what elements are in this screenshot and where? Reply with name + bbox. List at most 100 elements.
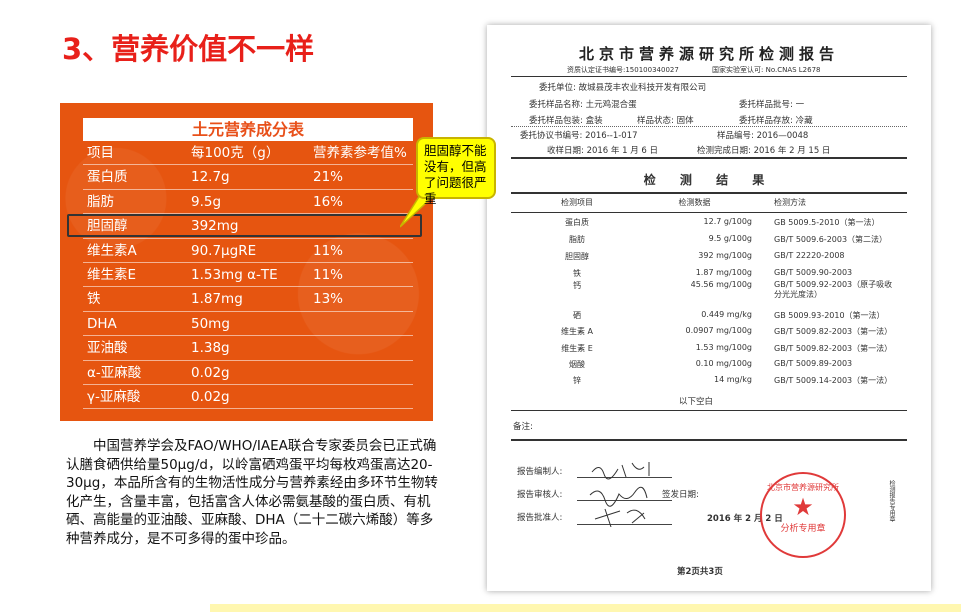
report-title: 北京市营养源研究所检测报告 bbox=[578, 45, 839, 63]
table-row: α-亚麻酸 0.02g bbox=[83, 361, 413, 385]
package: 委托样品包装: 盒装 bbox=[529, 116, 603, 126]
batch: 委托样品批号: 一 bbox=[739, 100, 805, 110]
result-row: 铁 1.87 mg/100g GB/T 5009.90-2003 bbox=[517, 268, 897, 279]
table-row: 脂肪 9.5g 16% bbox=[83, 190, 413, 215]
table-row: 维生素E 1.53mg α-TE 11% bbox=[83, 263, 413, 288]
sample-number: 样品编号: 2016—0048 bbox=[717, 131, 809, 141]
table-cell: 16% bbox=[313, 193, 344, 210]
compiler-label: 报告编制人: bbox=[517, 467, 563, 477]
result-row: 胆固醇 392 mg/100g GB/T 22220-2008 bbox=[517, 251, 897, 262]
table-cell: 392mg bbox=[191, 218, 239, 235]
table-cell: 蛋白质 bbox=[87, 169, 128, 186]
table-cell: 12.7g bbox=[191, 169, 230, 186]
result-cell: 维生素 A bbox=[560, 327, 593, 336]
result-cell: 0.0907 mg/100g bbox=[685, 326, 752, 335]
table-cell: 90.7μgRE bbox=[191, 242, 257, 259]
nutrition-table-title: 土元营养成分表 bbox=[83, 118, 413, 141]
signatures bbox=[589, 462, 650, 527]
result-cell: 1.53 mg/100g bbox=[695, 343, 752, 352]
result-cell: 硒 bbox=[573, 311, 581, 320]
table-row: 蛋白质 12.7g 21% bbox=[83, 165, 413, 190]
star-icon: ★ bbox=[792, 493, 814, 521]
table-cell: 维生素E bbox=[87, 266, 137, 283]
table-cell: 胆固醇 bbox=[87, 218, 128, 235]
header-cell: 项目 bbox=[87, 145, 114, 161]
table-cell: 亚油酸 bbox=[87, 340, 128, 357]
table-cell: 13% bbox=[313, 291, 344, 308]
table-cell: α-亚麻酸 bbox=[87, 364, 142, 381]
result-cell: 392 mg/100g bbox=[698, 251, 752, 260]
result-row: 硒 0.449 mg/kg GB 5009.93-2010（第一法） bbox=[517, 310, 897, 321]
result-cell: 胆固醇 bbox=[565, 252, 589, 261]
seal-subtext: 分析专用章 bbox=[780, 524, 826, 534]
side-note: 检测报告专用章 bbox=[888, 480, 895, 522]
table-cell: 1.87mg bbox=[191, 291, 243, 308]
description-paragraph: 中国营养学会及FAO/WHO/IAEA联合专家委员会已正式确认膳食硒供给量50μ… bbox=[66, 438, 438, 547]
cert-number: 资质认定证书编号:150100340027 bbox=[567, 66, 679, 74]
result-row: 蛋白质 12.7 g/100g GB 5009.5-2010（第一法） bbox=[517, 217, 897, 228]
table-cell: 维生素A bbox=[87, 242, 137, 259]
table-cell: 脂肪 bbox=[87, 193, 114, 210]
result-row: 维生素 A 0.0907 mg/100g GB/T 5009.82-2003（第一法… bbox=[517, 326, 897, 337]
result-cell: 1.87 mg/100g bbox=[695, 268, 752, 277]
seal-text: 北京市营养源研究所 bbox=[767, 483, 839, 492]
result-row: 维生素 E 1.53 mg/100g GB/T 5009.82-2003（第一法） bbox=[517, 343, 897, 354]
table-row: DHA 50mg bbox=[83, 312, 413, 337]
table-cell: DHA bbox=[87, 315, 117, 332]
result-cell: 0.449 mg/kg bbox=[701, 310, 752, 319]
client: 委托单位: 故城县茂丰农业科技开发有限公司 bbox=[539, 83, 707, 93]
page-number: 第2页共3页 bbox=[677, 567, 723, 577]
result-cell: 蛋白质 bbox=[565, 218, 589, 227]
test-report: 北京市营养源研究所检测报告 资质认定证书编号:150100340027 国家实验… bbox=[487, 25, 931, 591]
received-date: 收样日期: 2016 年 1 月 6 日 bbox=[547, 146, 659, 156]
result-cell: 0.10 mg/100g bbox=[695, 359, 752, 368]
result-row: 烟酸 0.10 mg/100g GB/T 5009.89-2003 bbox=[517, 359, 897, 370]
table-row: 亚油酸 1.38g bbox=[83, 336, 413, 361]
header-cell: 检测方法 bbox=[774, 198, 806, 207]
table-cell: 0.02g bbox=[191, 364, 230, 381]
cholesterol-highlight bbox=[67, 214, 422, 237]
result-cell: 钙 bbox=[573, 281, 581, 290]
table-cell bbox=[309, 361, 413, 384]
table-row: 胆固醇 392mg bbox=[83, 214, 413, 239]
nutrition-table: 项目 每100克（g） 营养素参考值% 蛋白质 12.7g 21% 脂肪 9.5g 16%… bbox=[83, 141, 413, 410]
nutrition-panel: 土元营养成分表 项目 每100克（g） 营养素参考值% 蛋白质 12.7g 21% 脂… bbox=[60, 103, 433, 421]
agreement-number: 委托协议书编号: 2016--1-017 bbox=[520, 131, 638, 141]
storage: 委托样品存放: 冷藏 bbox=[739, 116, 813, 126]
table-cell: 0.02g bbox=[191, 388, 230, 405]
result-row: 锌 14 mg/kg GB/T 5009.14-2003（第一法） bbox=[517, 375, 897, 386]
result-cell: 烟酸 bbox=[569, 360, 585, 369]
result-cell: GB/T 5009.89-2003 bbox=[774, 359, 853, 368]
cnas-number: 国家实验室认可: No.CNAS L2678 bbox=[712, 66, 821, 74]
header-cell: 营养素参考值% bbox=[313, 145, 407, 161]
header-cell: 检测项目 bbox=[561, 198, 593, 207]
table-cell: 1.38g bbox=[191, 340, 230, 357]
table-cell bbox=[309, 336, 413, 359]
result-cell: 铁 bbox=[573, 269, 581, 278]
header-cell: 检测数据 bbox=[678, 198, 711, 207]
result-cell: 锌 bbox=[573, 376, 581, 385]
result-cell: GB/T 5009.82-2003（第一法） bbox=[774, 344, 893, 353]
table-row: γ-亚麻酸 0.02g bbox=[83, 385, 413, 410]
reviewer-label: 报告审核人: bbox=[517, 490, 563, 500]
table-cell: 1.53mg α-TE bbox=[191, 266, 278, 283]
result-cell: GB/T 5009.90-2003 bbox=[774, 268, 853, 277]
remarks-label: 备注: bbox=[513, 422, 533, 432]
results-title: 检 测 结 果 bbox=[643, 173, 775, 187]
bottom-strip bbox=[210, 604, 961, 612]
table-cell: γ-亚麻酸 bbox=[87, 388, 141, 405]
table-cell bbox=[309, 312, 413, 335]
table-cell: 11% bbox=[313, 266, 344, 283]
table-cell: 铁 bbox=[87, 291, 101, 308]
results-header: 检测项目 检测数据 检测方法 bbox=[517, 197, 897, 208]
table-row: 铁 1.87mg 13% bbox=[83, 287, 413, 312]
completed-date: 检测完成日期: 2016 年 2 月 15 日 bbox=[697, 146, 831, 156]
result-cell: GB/T 5009.14-2003（第一法） bbox=[774, 376, 893, 385]
issue-date: 2016 年 2 月 2 日 bbox=[707, 514, 783, 524]
result-cell: 维生素 E bbox=[561, 344, 593, 353]
page-title: 3、营养价值不一样 bbox=[62, 32, 315, 66]
result-cell: 12.7 g/100g bbox=[703, 217, 752, 226]
approver-label: 报告批准人: bbox=[517, 513, 563, 523]
table-row: 维生素A 90.7μgRE 11% bbox=[83, 239, 413, 263]
blank-note: 以下空白 bbox=[679, 397, 714, 407]
